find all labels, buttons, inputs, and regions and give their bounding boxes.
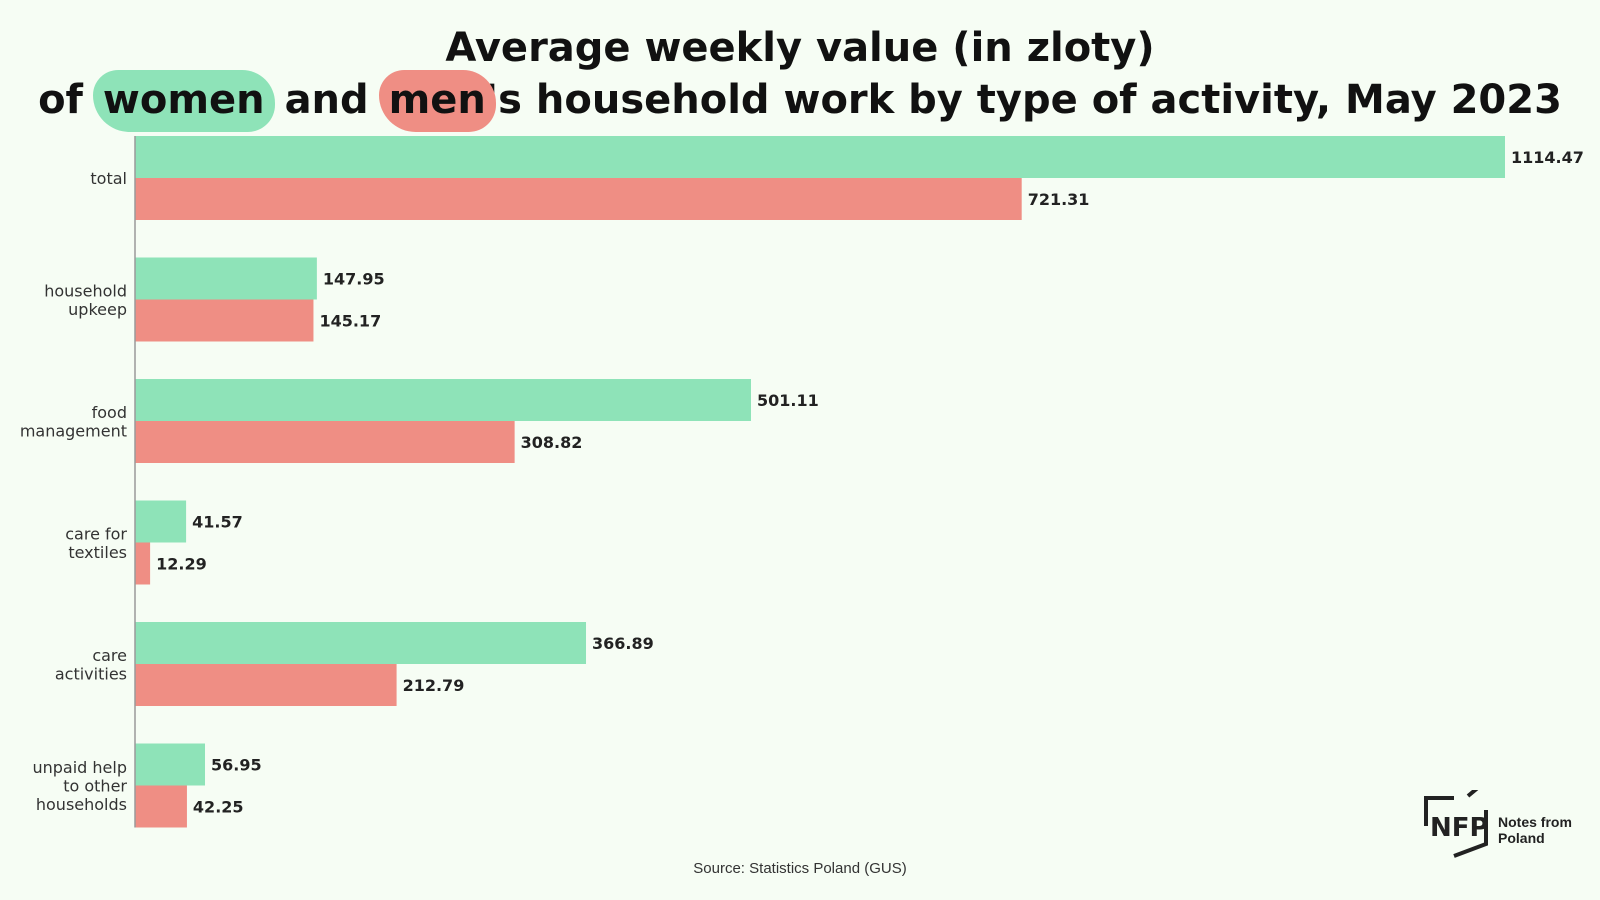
category-label-0-0: total xyxy=(90,169,127,188)
title-suffix: 's household work by type of activity, M… xyxy=(485,77,1562,123)
nfp-logo: NFP xyxy=(1424,790,1489,858)
title-men-highlight: men xyxy=(378,70,497,132)
men-value-label-1: 145.17 xyxy=(319,312,381,331)
category-label-4-0: care xyxy=(92,646,127,665)
logo-text: Notes from Poland xyxy=(1498,814,1572,846)
women-bar-2 xyxy=(135,379,752,421)
women-value-label-5: 56.95 xyxy=(211,756,262,775)
title-line-1: Average weekly value (in zloty) xyxy=(445,25,1155,71)
logo-text-line-1: Notes from xyxy=(1498,814,1572,830)
women-bar-4 xyxy=(135,622,587,664)
women-value-label-3: 41.57 xyxy=(192,513,243,532)
title-and: and xyxy=(284,77,369,123)
source-note: Source: Statistics Poland (GUS) xyxy=(693,860,907,877)
women-bar-1 xyxy=(135,257,317,300)
bar-chart: 1114.47721.31total147.95145.17householdu… xyxy=(20,136,1584,828)
women-value-label-0: 1114.47 xyxy=(1511,148,1584,167)
logo-text-line-2: Poland xyxy=(1498,830,1545,846)
men-bar-2 xyxy=(135,421,515,463)
category-label-2-1: management xyxy=(20,421,127,440)
men-value-label-0: 721.31 xyxy=(1028,190,1090,209)
chart-title: Average weekly value (in zloty) of women… xyxy=(0,22,1600,132)
category-label-5-1: to other xyxy=(63,777,127,796)
women-bar-3 xyxy=(135,500,187,543)
category-label-4-1: activities xyxy=(55,664,127,683)
category-label-5-2: households xyxy=(36,795,127,814)
men-bar-0 xyxy=(135,178,1022,220)
category-label-3-0: care for xyxy=(65,524,127,543)
category-label-2-0: food xyxy=(92,403,127,422)
title-women-highlight: women xyxy=(92,70,275,132)
category-label-1-1: upkeep xyxy=(68,300,127,319)
women-value-label-1: 147.95 xyxy=(323,270,385,289)
category-label-5-0: unpaid help xyxy=(32,758,127,777)
women-bar-0 xyxy=(135,136,1505,178)
title-prefix: of xyxy=(38,77,83,123)
men-value-label-4: 212.79 xyxy=(403,676,465,695)
men-value-label-2: 308.82 xyxy=(521,433,583,452)
category-label-1-0: household xyxy=(44,281,127,300)
men-bar-4 xyxy=(135,664,397,706)
women-bar-5 xyxy=(135,743,206,786)
men-bar-5 xyxy=(135,785,187,828)
men-value-label-5: 42.25 xyxy=(193,798,244,817)
title-line-2: of women and men's household work by typ… xyxy=(0,70,1600,132)
men-bar-3 xyxy=(135,542,151,585)
logo-underline-icon xyxy=(1453,810,1488,858)
logo-frame-icon xyxy=(1424,790,1479,826)
men-value-label-3: 12.29 xyxy=(156,555,207,574)
logo-mark: NFP xyxy=(1430,813,1489,843)
women-value-label-4: 366.89 xyxy=(592,634,654,653)
category-label-3-1: textiles xyxy=(68,543,127,562)
men-bar-1 xyxy=(135,299,314,342)
women-value-label-2: 501.11 xyxy=(757,391,819,410)
title-men-word: men xyxy=(388,77,486,123)
